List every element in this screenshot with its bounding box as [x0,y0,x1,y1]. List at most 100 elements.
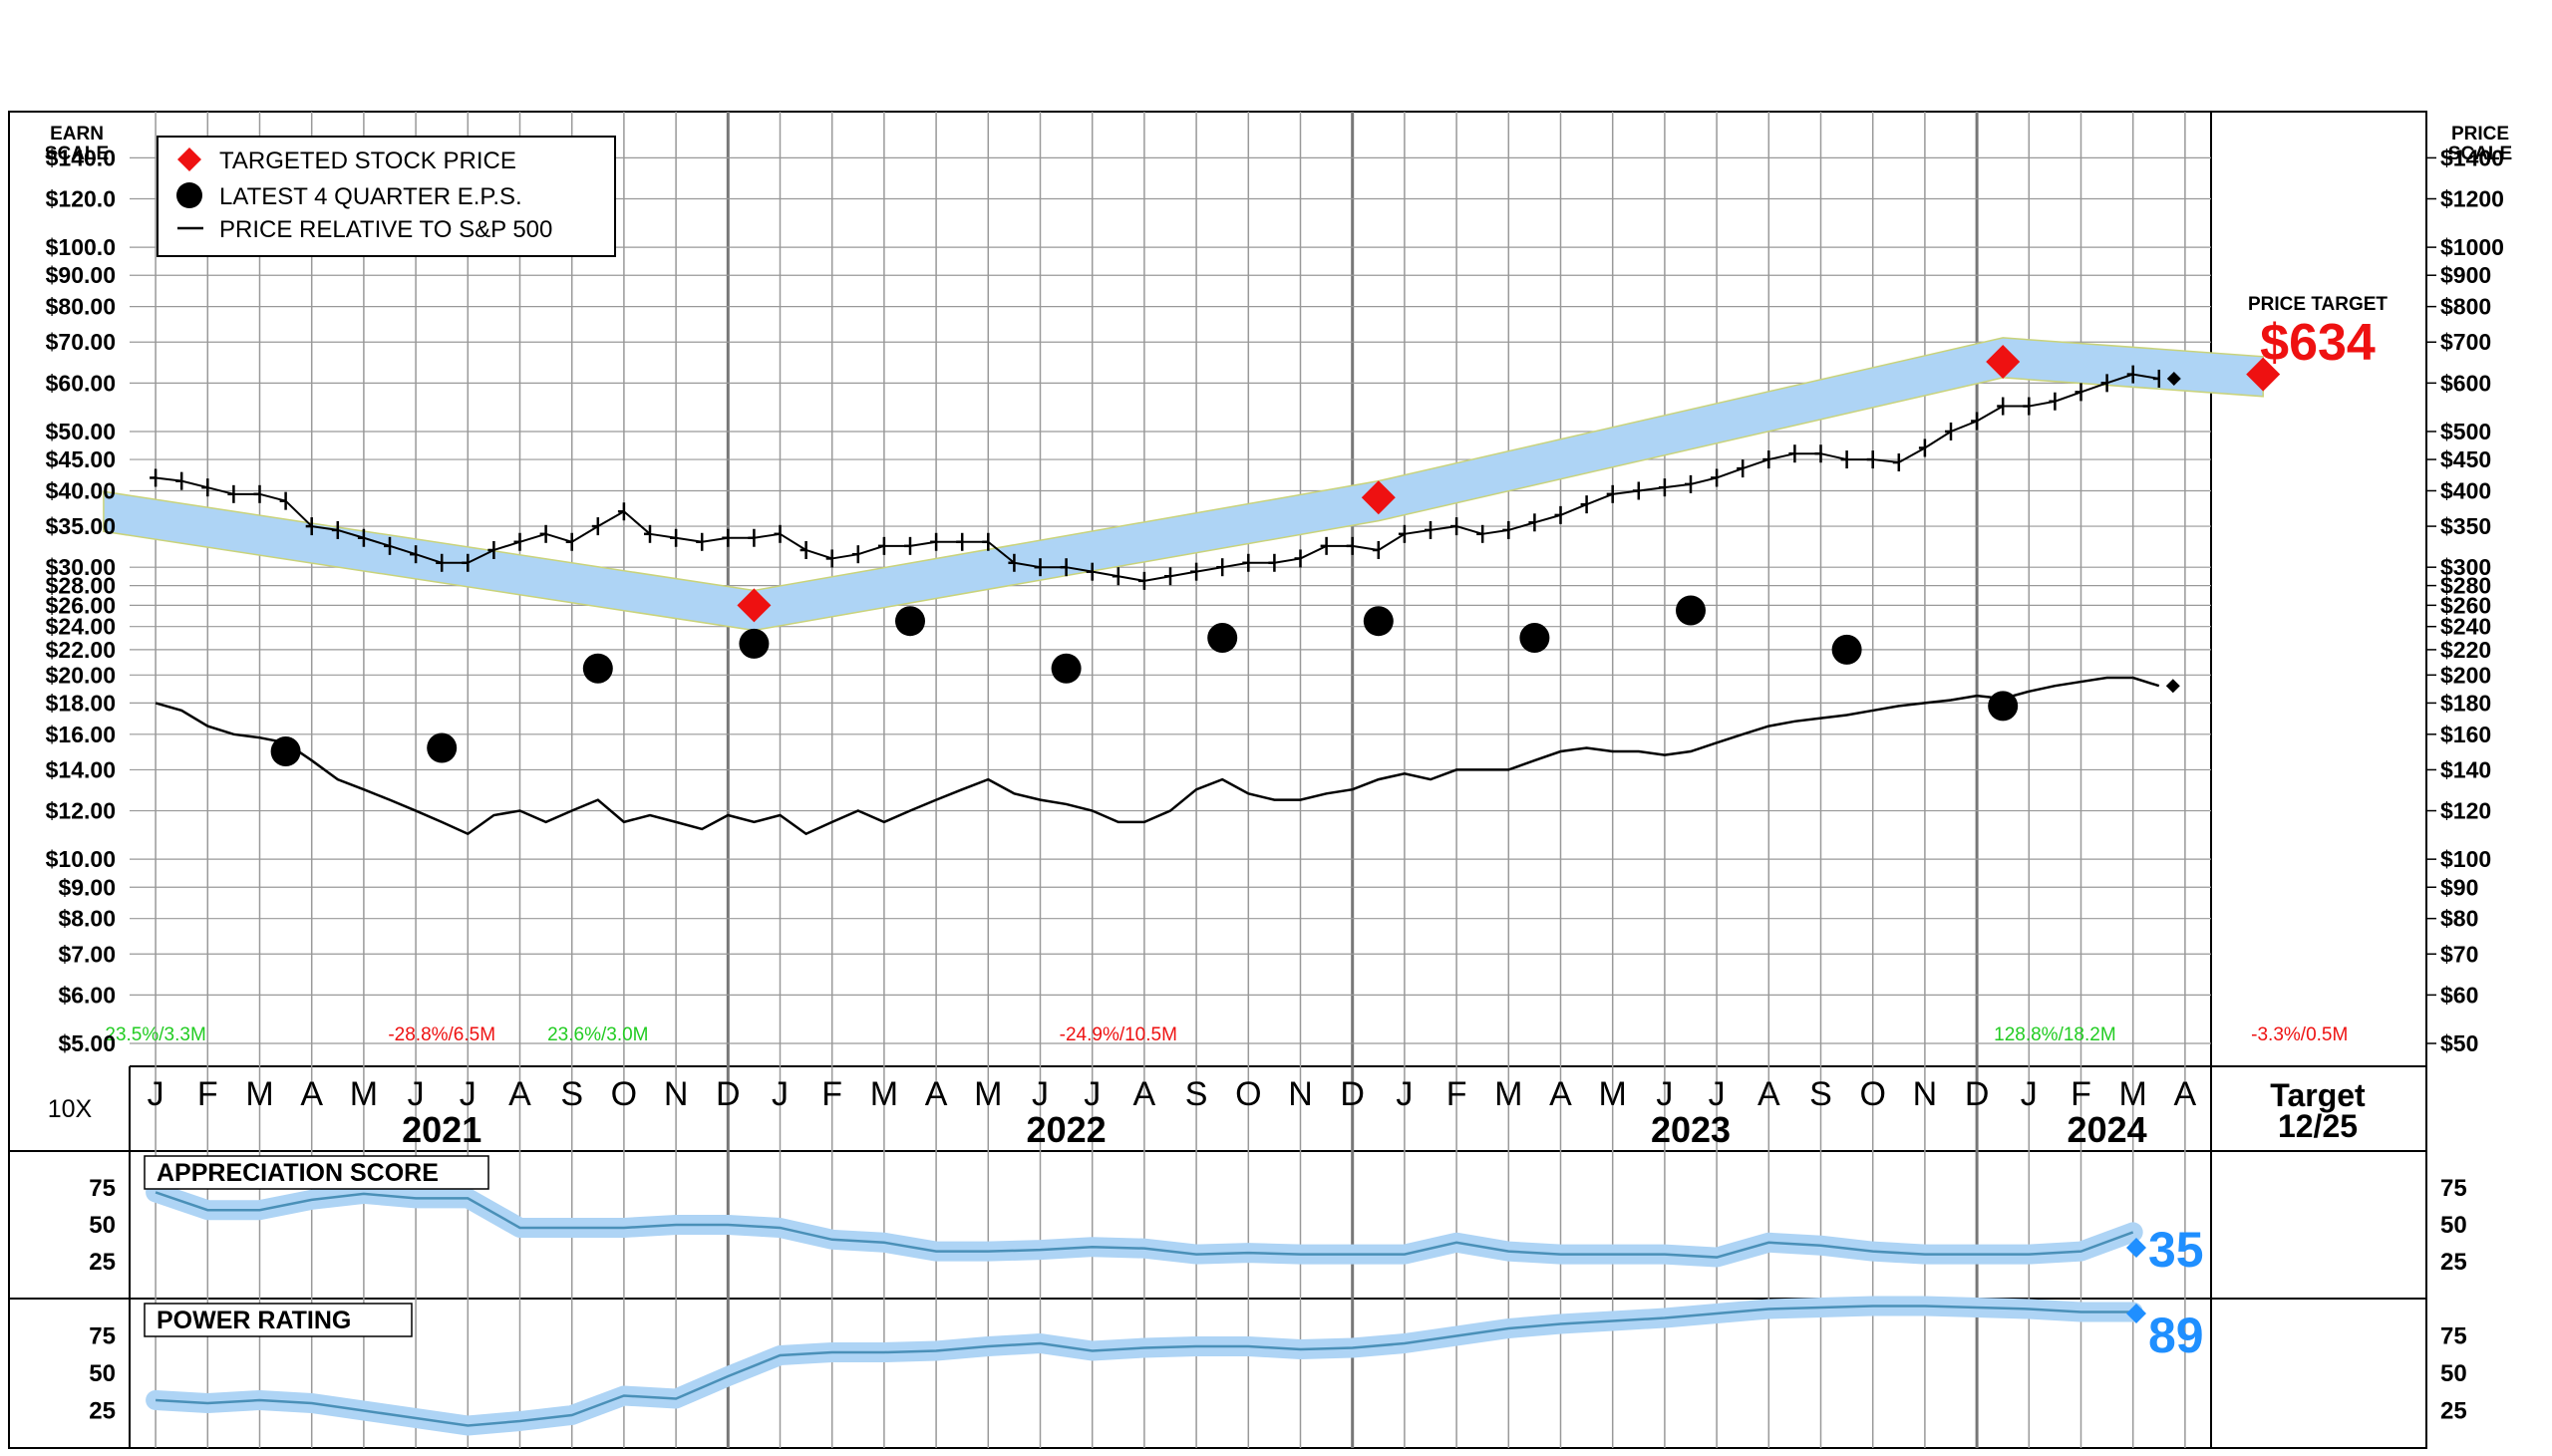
month-label: M [974,1075,1002,1113]
month-label: S [560,1075,583,1113]
eps-points [270,595,2019,767]
price-connector [1300,544,1328,560]
month-label: S [1185,1075,1208,1113]
appreciation-tick-right: 50 [2440,1212,2467,1239]
power-tick-left: 50 [89,1360,116,1387]
earn-tick-label: $80.00 [46,294,116,320]
price-connector [1924,431,1952,449]
price-tick-label: $400 [2440,477,2491,503]
volume-annotations: 23.5%/3.3M -28.8%/6.5M 23.6%/3.0M -24.9%/10… [105,1024,2348,1045]
month-label: A [2174,1075,2197,1113]
price-connector [467,549,494,564]
month-label: F [197,1075,218,1113]
month-label: O [611,1075,637,1113]
price-connector [2080,382,2107,394]
month-label: J [408,1075,425,1113]
earn-tick-label: $26.00 [46,592,116,618]
appreciation-tick-left: 75 [89,1175,116,1202]
month-label: A [1757,1075,1780,1113]
earn-tick-label: $9.00 [58,874,116,900]
month-label: M [1494,1075,1522,1113]
price-target-band [103,337,2264,632]
appreciation-line [155,1191,2134,1259]
earn-tick-label: $120.0 [46,186,116,212]
price-tick-label: $50 [2440,1030,2478,1056]
price-connector [363,536,391,547]
price-connector [1508,521,1535,531]
power-value: 89 [2148,1308,2204,1363]
month-label: N [664,1075,689,1113]
power-value-marker [2126,1304,2146,1323]
legend: TARGETED STOCK PRICE LATEST 4 QUARTER E.… [157,136,616,257]
price-tick-label: $70 [2440,941,2478,967]
price-tick-label: $240 [2440,614,2491,640]
earn-tick-label: $70.00 [46,329,116,355]
appreciation-tick-left: 50 [89,1212,116,1239]
price-connector [2106,373,2134,385]
month-label: A [300,1075,323,1113]
eps-point [895,606,925,637]
month-label: F [821,1075,842,1113]
price-connector [987,540,1016,564]
month-label: J [772,1075,789,1113]
month-label: O [1859,1075,1885,1113]
month-label: J [1396,1075,1413,1113]
relative-series-line [155,676,2160,836]
power-tick-right: 50 [2440,1360,2467,1387]
earn-tick-label: $18.00 [46,690,116,716]
price-scale-label-1: PRICE [2451,124,2509,145]
price-connector [389,544,417,556]
target-price-marker [1361,480,1396,515]
price-tick-label: $1200 [2440,186,2504,212]
earn-tick-label: $100.0 [46,234,116,260]
month-label: O [1235,1075,1261,1113]
month-label: J [1656,1075,1673,1113]
month-label: N [1288,1075,1313,1113]
power-title: POWER RATING [157,1307,351,1334]
month-label: M [245,1075,273,1113]
month-label: A [508,1075,531,1113]
earn-tick-label: $140.0 [46,145,116,170]
earn-scale-label-2: SCALE [45,144,109,164]
price-tick-label: $160 [2440,722,2491,747]
ten-x-label: 10X [48,1095,93,1123]
year-label: 2022 [1027,1109,1107,1150]
legend-target-label: TARGETED STOCK PRICE [219,147,516,174]
month-label: J [1709,1075,1726,1113]
price-tick-label: $220 [2440,637,2491,663]
earn-tick-label: $5.00 [58,1030,116,1056]
volume-annotation: -24.9%/10.5M [1060,1024,1177,1045]
appreciation-value-marker [2126,1238,2146,1258]
price-tick-label: $1400 [2440,145,2504,170]
target-label: Target [2270,1077,2366,1113]
earn-tick-label: $90.00 [46,262,116,288]
price-connector [1976,405,2004,423]
price-tick-label: $1000 [2440,234,2504,260]
price-tick-label: $120 [2440,798,2491,824]
volume-annotation: 23.5%/3.3M [105,1024,205,1045]
target-price-marker [737,588,772,623]
earn-tick-label: $7.00 [58,941,116,967]
eps-point [1363,606,1394,637]
price-target-value: $634 [2260,314,2376,372]
month-label: D [1340,1075,1365,1113]
month-label: J [148,1075,164,1113]
month-label: D [716,1075,741,1113]
earn-scale-label-1: EARN [50,124,104,145]
price-tick-label: $140 [2440,756,2491,782]
price-connector [1716,467,1744,479]
month-label: S [1809,1075,1832,1113]
relative-strength-line [155,676,2180,836]
price-scale-label-2: SCALE [2448,144,2512,164]
price-connector [1586,492,1614,506]
eps-point [270,736,301,767]
price-tick-label: $900 [2440,262,2491,288]
earn-tick-label: $28.00 [46,573,116,599]
target-date: 12/25 [2278,1108,2358,1144]
target-price-marker [2246,357,2281,392]
earn-tick-label: $10.00 [46,846,116,872]
price-tick-label: $450 [2440,446,2491,472]
target-band-area [103,337,2264,632]
price-tick-label: $800 [2440,294,2491,320]
